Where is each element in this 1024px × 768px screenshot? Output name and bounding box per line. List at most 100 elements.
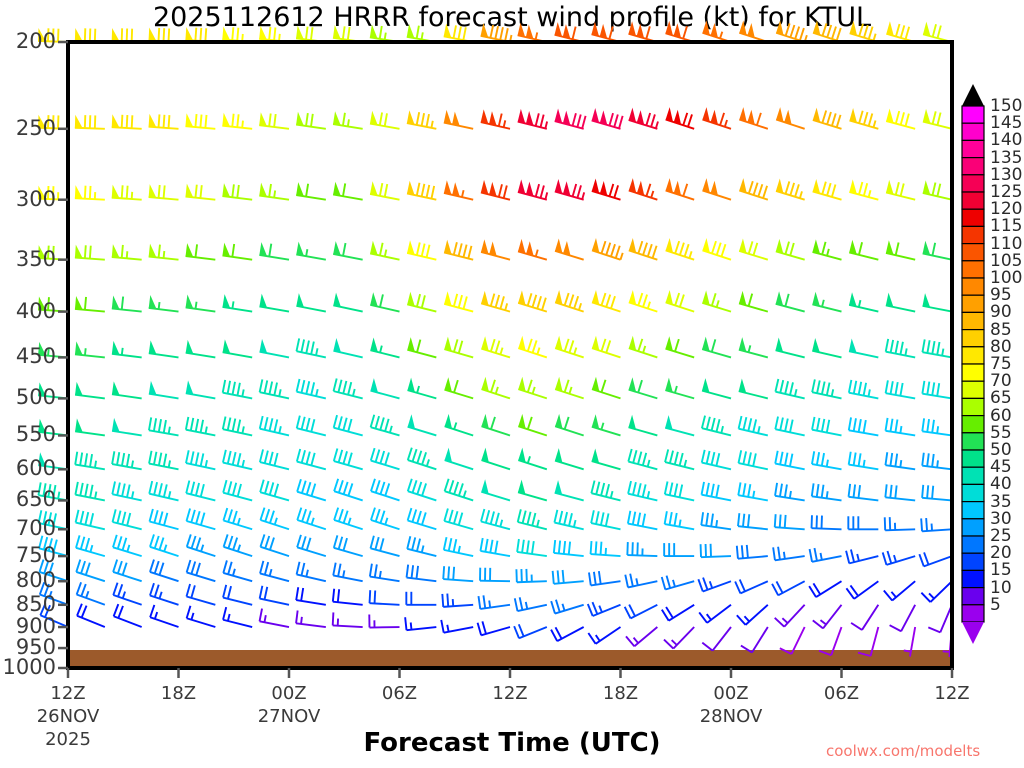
wind-barb	[369, 181, 400, 201]
wind-barb	[737, 513, 768, 531]
wind-barb	[405, 564, 437, 583]
wind-barb	[847, 379, 879, 400]
wind-barb	[111, 451, 142, 471]
wind-barb	[591, 448, 621, 471]
wind-barb	[443, 291, 474, 313]
wind-barb	[406, 180, 437, 201]
wind-barb	[775, 107, 805, 130]
wind-barb	[407, 337, 437, 359]
wind-barb	[112, 582, 142, 606]
wind-barb	[628, 238, 658, 261]
wind-barb	[626, 542, 658, 558]
wind-barb	[149, 559, 179, 583]
wind-barb	[296, 241, 326, 261]
wind-barb	[406, 110, 437, 130]
wind-barb	[295, 448, 327, 471]
wind-barb	[111, 381, 142, 400]
wind-barb	[332, 111, 363, 130]
wind-barb	[259, 182, 290, 201]
wind-barb	[921, 452, 953, 471]
wind-barb	[369, 110, 400, 130]
wind-barb	[664, 449, 695, 471]
wind-barb	[333, 241, 363, 261]
wind-barb	[112, 534, 142, 558]
wind-barb	[74, 451, 105, 471]
wind-barb	[921, 484, 953, 502]
wind-barb	[849, 108, 879, 130]
wind-barb	[623, 603, 658, 620]
wind-barb	[517, 108, 549, 130]
wind-barb	[661, 603, 695, 622]
wind-barb	[811, 379, 842, 400]
wind-barb	[296, 534, 327, 558]
wind-barb	[847, 417, 879, 437]
wind-barb	[847, 483, 879, 502]
colorbar-cell	[961, 225, 985, 245]
colorbar-tick-label: 135	[990, 147, 1023, 168]
wind-barb	[149, 534, 179, 558]
wind-barb	[481, 376, 511, 400]
wind-barb	[112, 603, 143, 628]
wind-barb	[884, 380, 916, 400]
wind-barb	[259, 479, 290, 502]
colorbar-cell	[961, 122, 985, 141]
colorbar-tick-label: 40	[990, 474, 1012, 495]
wind-barb	[476, 621, 511, 637]
colorbar-cell	[961, 483, 985, 503]
wind-barb	[628, 289, 658, 313]
wind-barb	[111, 417, 142, 437]
wind-barb	[331, 612, 363, 628]
wind-barb	[811, 451, 842, 471]
wind-barb	[74, 244, 105, 261]
colorbar-cell	[961, 380, 985, 400]
colorbar-cell	[961, 432, 985, 451]
wind-barb	[591, 178, 621, 201]
wind-barb	[738, 290, 769, 313]
wind-barb	[554, 413, 584, 437]
wind-barb	[443, 23, 474, 43]
wind-barb	[808, 580, 843, 598]
colorbar-tick-label: 140	[990, 130, 1023, 151]
wind-barb	[700, 449, 732, 471]
wind-barb	[552, 539, 584, 558]
wind-barb	[185, 26, 216, 43]
wind-barb	[883, 580, 916, 602]
wind-barb	[368, 590, 400, 606]
wind-barb	[222, 606, 253, 628]
wind-barb	[75, 581, 106, 606]
wind-barb	[111, 509, 142, 531]
wind-barb	[701, 626, 732, 652]
y-tick-label: 250	[15, 115, 56, 140]
wind-barb	[74, 296, 105, 313]
colorbar-tick-label: 60	[990, 405, 1012, 426]
wind-barb	[554, 238, 584, 261]
wind-barb	[922, 108, 953, 130]
wind-barb	[922, 240, 953, 261]
colorbar-cell	[961, 518, 985, 537]
wind-barb	[295, 610, 326, 628]
wind-barb	[665, 289, 695, 313]
colorbar-cell	[961, 191, 985, 210]
wind-barb	[847, 516, 879, 531]
wind-barb	[370, 507, 400, 531]
wind-barb	[624, 573, 658, 589]
wind-barb	[296, 478, 327, 502]
wind-barb	[702, 238, 732, 261]
wind-barb	[74, 27, 105, 43]
y-tick-label: 1000	[2, 655, 56, 679]
wind-barb	[660, 575, 695, 591]
y-tick-label: 900	[15, 614, 56, 639]
wind-barb	[848, 338, 879, 359]
wind-barb	[481, 336, 511, 359]
wind-barb	[38, 559, 69, 583]
wind-barb	[111, 295, 142, 313]
colorbar-cell	[961, 466, 985, 486]
wind-barb	[148, 184, 179, 201]
wind-barb	[148, 27, 179, 43]
wind-barb	[740, 626, 769, 654]
wind-barb	[850, 604, 880, 631]
wind-barb	[920, 517, 953, 533]
wind-barb	[111, 340, 142, 359]
wind-barb	[368, 563, 400, 583]
wind-barb	[918, 552, 953, 568]
